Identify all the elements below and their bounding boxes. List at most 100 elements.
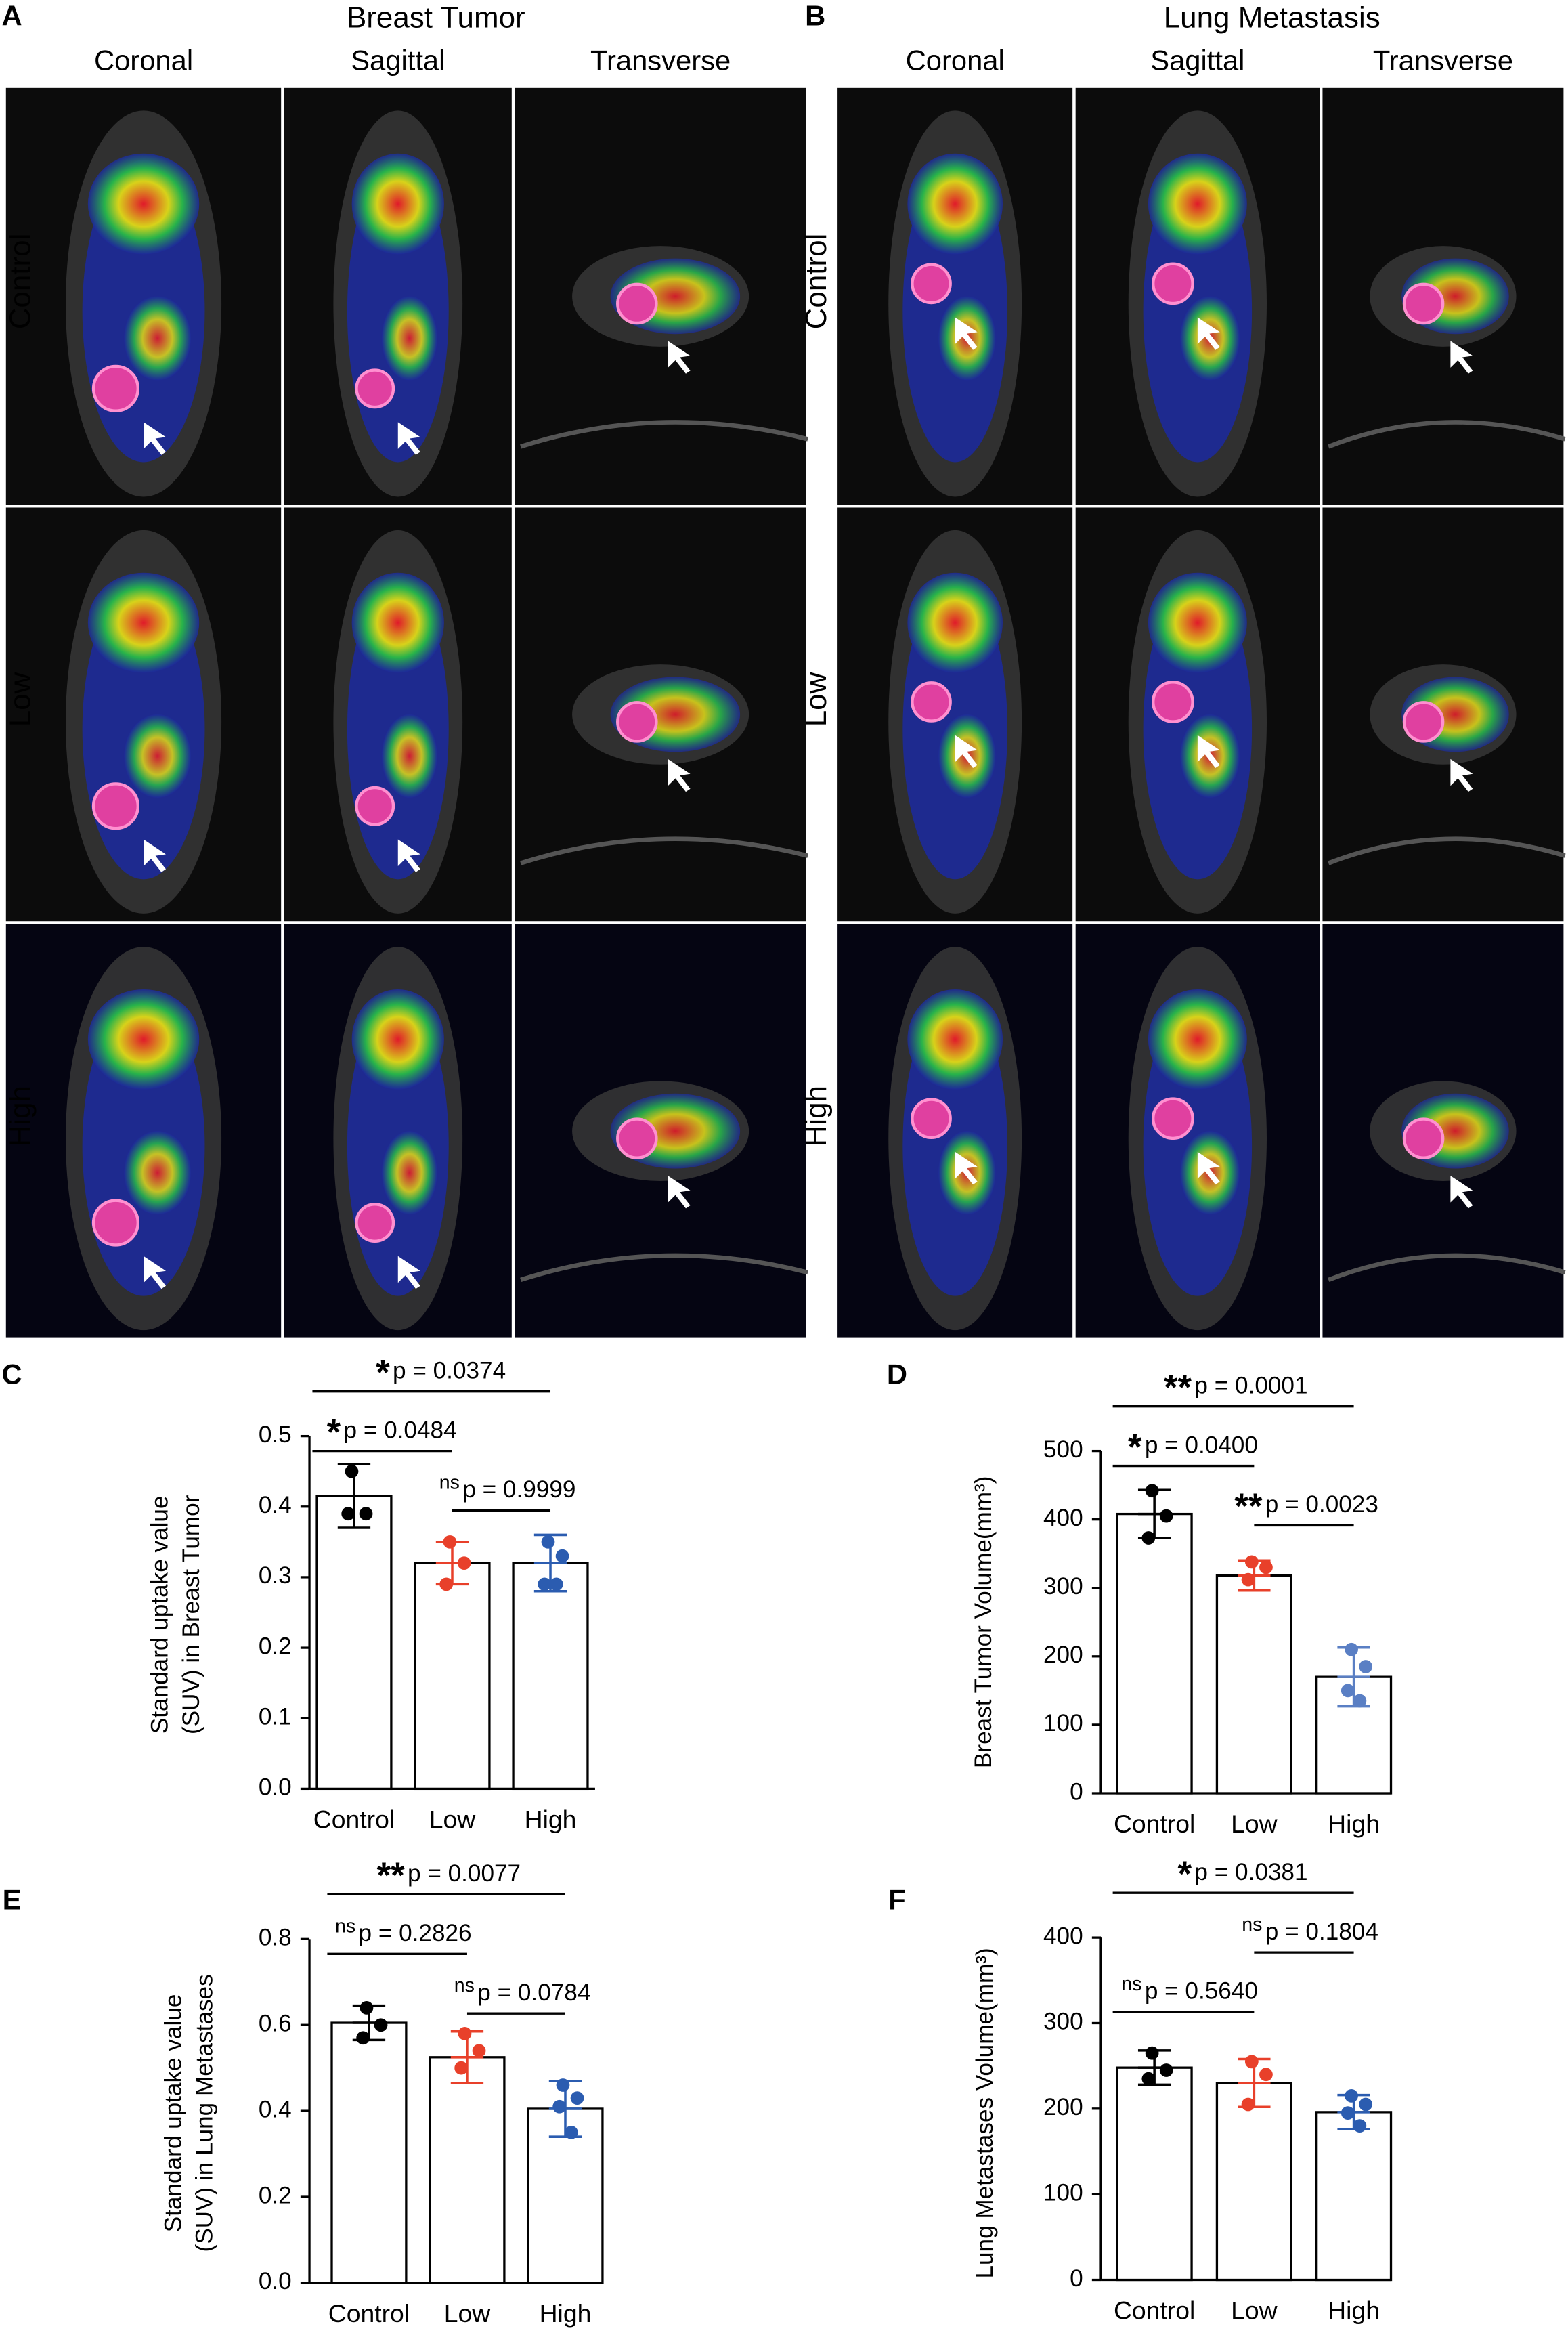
data-point — [541, 1535, 555, 1549]
panel-letter: F — [888, 1883, 906, 1915]
data-point — [538, 1577, 552, 1591]
y-tick-label: 100 — [1043, 2179, 1083, 2206]
uptake — [1148, 989, 1247, 1090]
y-tick-label: 400 — [1043, 1923, 1083, 1949]
panel-letter: A — [2, 0, 22, 32]
tumor — [1152, 262, 1194, 305]
uptake — [907, 153, 1003, 255]
tumor — [616, 701, 658, 743]
panel-title: Breast Tumor — [347, 1, 525, 34]
uptake — [351, 572, 444, 673]
y-tick-label: 300 — [1043, 1573, 1083, 1600]
uptake — [351, 989, 444, 1090]
row-label: High — [4, 1086, 37, 1147]
data-point — [1141, 1531, 1156, 1545]
data-point — [552, 2099, 567, 2114]
y-tick-label: 0.4 — [259, 2096, 292, 2122]
column-title: Coronal — [94, 45, 193, 77]
y-tick-label: 0.4 — [259, 1492, 292, 1518]
data-point — [443, 1535, 457, 1549]
arrow — [397, 422, 420, 455]
p-value: p = 0.0381 — [1194, 1859, 1307, 1885]
tumor — [91, 782, 140, 830]
data-point — [564, 2125, 578, 2139]
p-value: p = 0.1804 — [1265, 1919, 1378, 1945]
scan-image — [281, 505, 515, 924]
p-value: p = 0.5640 — [1145, 1978, 1258, 2005]
scanner-bed — [520, 420, 808, 449]
column-title: Transverse — [590, 45, 731, 77]
tumor — [355, 1203, 395, 1243]
data-point — [1159, 2063, 1173, 2077]
tumor — [911, 1098, 952, 1140]
data-point — [1244, 2055, 1259, 2069]
x-tick-label: High — [540, 2299, 592, 2328]
row-label: Low — [800, 672, 833, 727]
tumor — [911, 681, 952, 723]
p-value: p = 0.0374 — [393, 1357, 506, 1384]
data-point — [1345, 2088, 1358, 2103]
scan-image — [1072, 85, 1323, 508]
y-tick-label: 200 — [1043, 2094, 1083, 2120]
x-tick-label: Low — [1231, 1809, 1278, 1838]
data-point — [345, 1464, 359, 1478]
uptake — [1148, 153, 1247, 255]
tumor — [91, 1199, 140, 1247]
significance-mark: * — [376, 1352, 390, 1392]
scanner-bed — [520, 836, 808, 865]
data-point — [359, 1507, 373, 1521]
uptake — [124, 296, 191, 381]
tumor — [355, 786, 395, 826]
data-point — [1359, 1660, 1373, 1673]
x-tick-label: Low — [1231, 2296, 1278, 2325]
p-value: p = 0.9999 — [462, 1476, 575, 1503]
data-point — [1141, 2072, 1156, 2086]
arrow — [1450, 1176, 1473, 1209]
bar — [1116, 2066, 1193, 2282]
scan-image — [281, 921, 515, 1341]
scan-image — [511, 505, 810, 924]
arrow — [1197, 735, 1220, 769]
p-value: p = 0.0400 — [1145, 1432, 1258, 1458]
y-axis-label: Standard uptake value — [160, 1994, 186, 2233]
y-tick-label: 300 — [1043, 2009, 1083, 2035]
data-point — [1259, 2068, 1273, 2082]
scan-image — [3, 505, 284, 924]
uptake — [87, 572, 200, 673]
uptake — [907, 989, 1003, 1090]
tumor — [616, 282, 658, 325]
data-point — [1353, 1694, 1367, 1708]
scan-image — [3, 85, 284, 508]
scan-image — [511, 921, 810, 1341]
data-point — [1341, 1684, 1355, 1698]
x-tick-label: Control — [1114, 1809, 1195, 1838]
uptake — [351, 153, 444, 255]
x-tick-label: Control — [313, 1805, 395, 1834]
y-axis-label: (SUV) in Breast Tumor — [178, 1495, 204, 1734]
data-point — [1345, 1642, 1358, 1656]
data-point — [1159, 1509, 1173, 1523]
column-title: Sagittal — [1150, 45, 1244, 77]
data-point — [570, 2091, 584, 2105]
arrow — [668, 1176, 691, 1209]
bar — [1315, 2111, 1393, 2282]
arrow — [668, 341, 691, 374]
data-point — [555, 1549, 569, 1563]
y-axis-label: Standard uptake value — [147, 1495, 173, 1734]
bar — [429, 2056, 506, 2284]
row-label: Control — [4, 234, 37, 330]
data-point — [439, 1577, 454, 1591]
arrow — [144, 422, 167, 455]
data-point — [454, 2061, 469, 2075]
scan-image — [281, 85, 515, 508]
panel-letter: B — [805, 0, 825, 32]
x-tick-label: Control — [328, 2299, 410, 2328]
y-tick-label: 400 — [1043, 1505, 1083, 1531]
tumor — [91, 364, 140, 412]
y-tick-label: 0.2 — [259, 1633, 292, 1659]
significance-mark: ns — [1121, 1973, 1141, 1995]
y-tick-label: 0.6 — [259, 2011, 292, 2037]
x-tick-label: Control — [1114, 2296, 1195, 2325]
